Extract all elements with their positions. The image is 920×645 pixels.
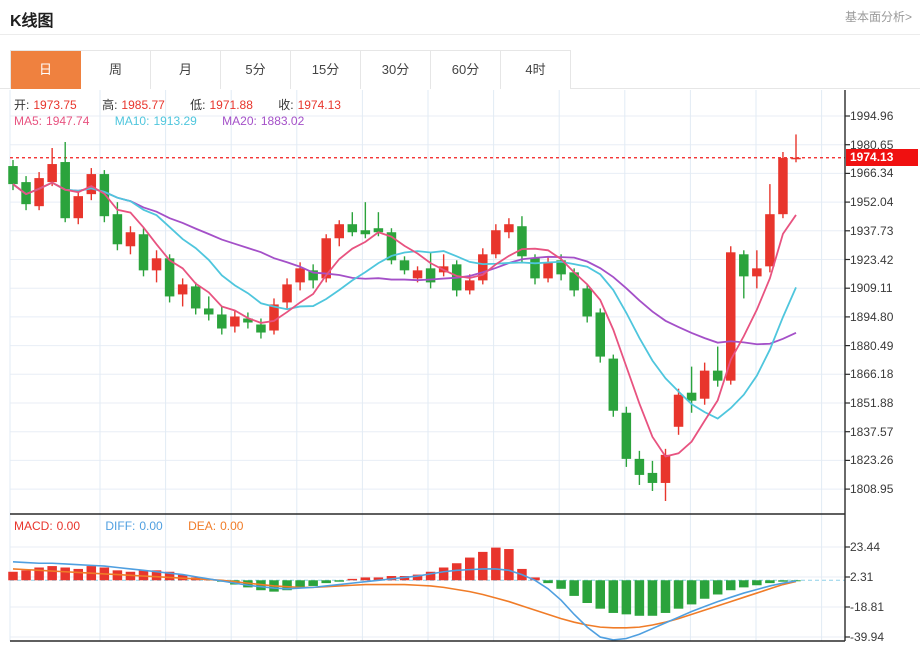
high-value: 1985.77 xyxy=(121,98,165,112)
macd-axis-label: -39.94 xyxy=(850,630,885,644)
price-axis-label: 1837.57 xyxy=(850,424,894,439)
tab-4hour[interactable]: 4时 xyxy=(501,51,571,89)
diff-value: 0.00 xyxy=(139,519,163,533)
price-axis-label: 1966.34 xyxy=(850,166,894,181)
macd-axis-label: -18.81 xyxy=(850,600,885,614)
price-axis-label: 1894.80 xyxy=(850,309,894,324)
price-axis-label: 1866.18 xyxy=(850,367,894,382)
page-header: K线图 基本面分析> xyxy=(0,0,920,35)
tab-30min[interactable]: 30分 xyxy=(361,51,431,89)
price-axis-label: 1923.42 xyxy=(850,252,894,267)
tab-15min[interactable]: 15分 xyxy=(291,51,361,89)
close-label: 收: xyxy=(278,98,294,112)
macd-value: 0.00 xyxy=(56,519,81,533)
macd-histogram xyxy=(8,547,801,616)
price-axis-label: 1880.49 xyxy=(850,338,894,353)
diff-label: DIFF: xyxy=(105,519,136,533)
high-label: 高: xyxy=(102,98,118,112)
tab-week[interactable]: 周 xyxy=(81,51,151,89)
axis-frame xyxy=(10,90,850,642)
timeframe-tabbar: 日周月 5分 15分 30分 60分 4时 xyxy=(10,50,571,89)
diff-line xyxy=(12,561,797,641)
page-title: K线图 xyxy=(10,13,54,30)
macd-axis-label: 23.44 xyxy=(850,540,881,554)
current-price-tag: 1974.13 xyxy=(846,149,918,166)
tab-60min[interactable]: 60分 xyxy=(431,51,501,89)
fundamental-analysis-link[interactable]: 基本面分析> xyxy=(844,10,912,24)
close-value: 1974.13 xyxy=(297,98,341,112)
price-axis-label: 1952.04 xyxy=(850,195,894,210)
price-axis-label: 1808.95 xyxy=(850,482,894,497)
macd-label: MACD: xyxy=(14,519,53,533)
low-value: 1971.88 xyxy=(209,98,253,112)
open-label: 开: xyxy=(14,98,30,112)
ma20-label: MA20: xyxy=(222,114,257,128)
timeframe-tabbar-row: 日周月 5分 15分 30分 60分 4时 xyxy=(0,50,920,89)
ma10-value: 1913.29 xyxy=(153,114,197,128)
tab-month[interactable]: 月 xyxy=(151,51,221,89)
ma10-label: MA10: xyxy=(114,114,150,128)
open-value: 1973.75 xyxy=(33,98,77,112)
candles xyxy=(8,134,801,501)
ma20-line xyxy=(12,181,797,346)
dea-value: 0.00 xyxy=(220,519,244,533)
dea-label: DEA: xyxy=(188,519,217,533)
price-axis-label: 1851.88 xyxy=(850,396,894,410)
ma5-label: MA5: xyxy=(14,114,43,128)
gridlines xyxy=(9,90,845,641)
ma-readout: MA5: 1947.74 MA10: 1913.29 MA20: 1883.02 xyxy=(14,114,308,128)
ma5-line xyxy=(12,181,797,458)
macd-axis-label: 2.31 xyxy=(850,570,874,584)
macd-readout: MACD: 0.00 DIFF: 0.00 DEA: 0.00 xyxy=(14,519,247,533)
price-axis-label: 1823.26 xyxy=(850,453,894,468)
price-axis-label: 1909.11 xyxy=(850,281,893,296)
tab-5min[interactable]: 5分 xyxy=(221,51,291,89)
price-axis-label: 1980.65 xyxy=(850,137,894,152)
low-label: 低: xyxy=(190,98,206,112)
ma5-value: 1947.74 xyxy=(46,114,90,128)
price-axis-label: 1994.96 xyxy=(850,109,894,123)
ma10-line xyxy=(12,181,797,420)
price-axis-label: 1937.73 xyxy=(850,223,894,238)
ohlc-readout: 开: 1973.75 高: 1985.77 低: 1971.88 收: 1974.13 xyxy=(14,96,345,113)
ma20-value: 1883.02 xyxy=(260,114,305,128)
tab-day[interactable]: 日 xyxy=(11,51,81,89)
